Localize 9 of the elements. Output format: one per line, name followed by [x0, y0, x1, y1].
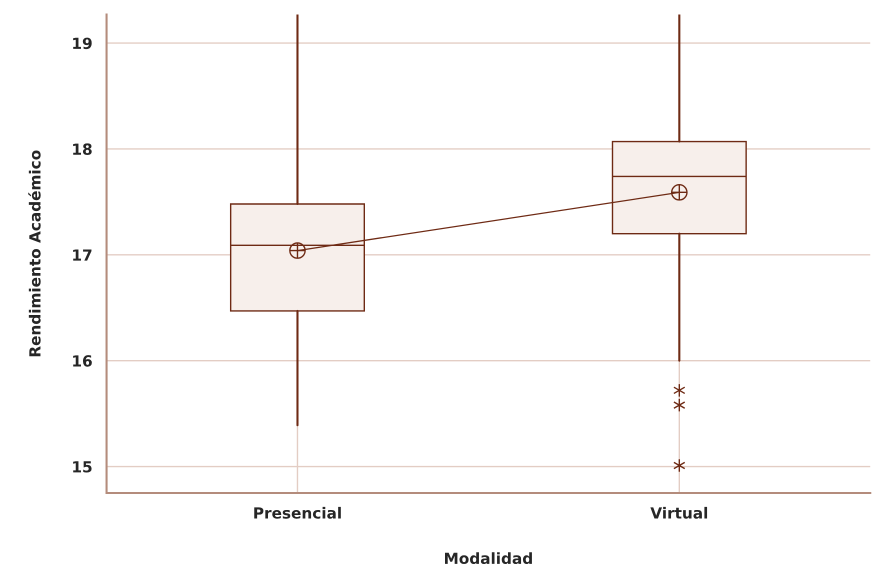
y-tick-label: 18 — [73, 143, 92, 155]
x-axis-title: Modalidad — [445, 552, 532, 564]
x-tick-label: Virtual — [650, 506, 708, 519]
y-tick-label: 16 — [73, 355, 92, 367]
y-tick-label: 17 — [73, 249, 92, 261]
y-tick-label: 19 — [73, 38, 92, 50]
y-tick-label: 15 — [73, 461, 92, 473]
x-tick-label: Presencial — [254, 506, 341, 519]
y-axis-title: Rendimiento Académico — [28, 150, 41, 356]
